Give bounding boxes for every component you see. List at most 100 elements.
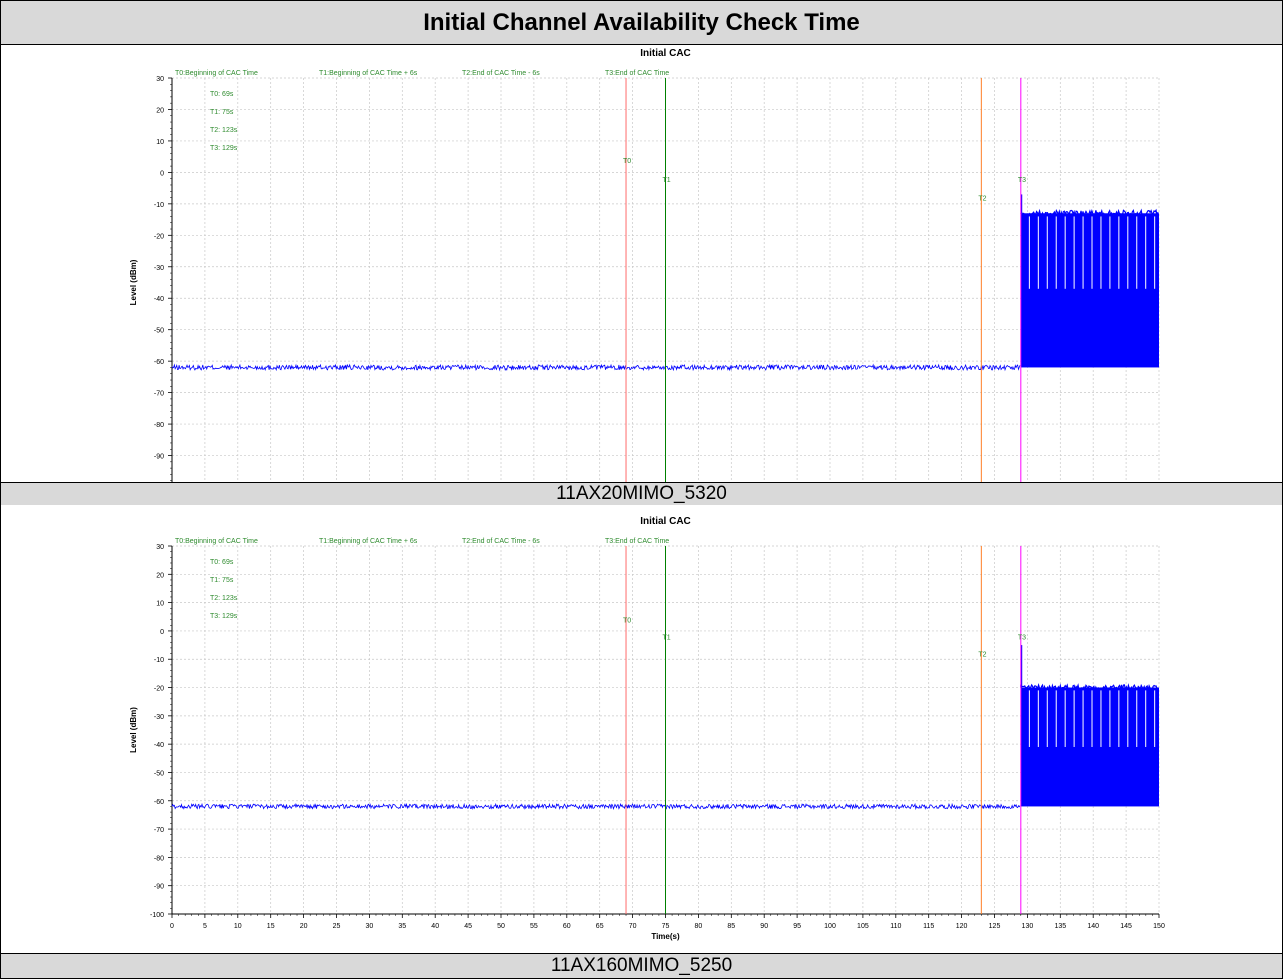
x-tick-label: 20 — [300, 923, 308, 930]
legend-header-2: T2:End of CAC Time - 6s — [462, 70, 540, 77]
x-tick-label: 65 — [596, 923, 604, 930]
noise-trace — [171, 363, 1021, 372]
y-tick-label: 20 — [156, 572, 164, 579]
legend-header-3: T3:End of CAC Time — [605, 70, 669, 77]
x-tick-label: 70 — [629, 923, 637, 930]
chart-caption-1: 11AX20MIMO_5320 — [556, 483, 727, 504]
x-tick-label: 45 — [464, 923, 472, 930]
x-tick-label: 130 — [1022, 923, 1034, 930]
x-tick-label: 85 — [727, 923, 735, 930]
page-title: Initial Channel Availability Check Time — [423, 8, 860, 36]
burst-block — [1020, 213, 1159, 368]
y-tick-label: -10 — [154, 202, 164, 209]
x-tick-label: 55 — [530, 923, 538, 930]
marker-value-1: T1: 75s — [210, 577, 234, 584]
chart-title: Initial CAC — [640, 516, 691, 527]
y-tick-label: -30 — [154, 714, 164, 721]
y-tick-label: -70 — [154, 391, 164, 398]
x-tick-label: 50 — [497, 923, 505, 930]
x-tick-label: 10 — [234, 923, 242, 930]
marker-label-t1: T1 — [663, 634, 671, 641]
marker-value-1: T1: 75s — [210, 109, 234, 116]
burst-block — [1020, 687, 1159, 807]
y-tick-label: -10 — [154, 657, 164, 664]
y-tick-label: 20 — [156, 107, 164, 114]
y-tick-label: 30 — [156, 76, 164, 83]
y-tick-label: -100 — [150, 912, 164, 919]
y-tick-label: 30 — [156, 544, 164, 551]
y-tick-label: 10 — [156, 139, 164, 146]
legend-header-3: T3:End of CAC Time — [605, 538, 669, 545]
y-tick-label: -40 — [154, 742, 164, 749]
x-tick-label: 0 — [170, 923, 174, 930]
noise-trace — [171, 802, 1021, 811]
y-axis-label: Level (dBm) — [129, 259, 138, 305]
marker-value-3: T3: 129s — [210, 145, 238, 152]
x-tick-label: 150 — [1153, 923, 1165, 930]
x-tick-label: 110 — [890, 923, 901, 930]
marker-value-0: T0: 69s — [210, 91, 234, 98]
x-tick-label: 60 — [563, 923, 571, 930]
marker-label-t0: T0 — [623, 158, 631, 165]
y-tick-label: -20 — [154, 233, 164, 240]
caption-bar-1: 11AX20MIMO_5320 — [1, 482, 1282, 506]
x-tick-label: 80 — [695, 923, 703, 930]
x-tick-label: 75 — [662, 923, 670, 930]
cac-chart-2: Initial CAC T0:Beginning of CAC Time T1:Be… — [129, 516, 1165, 941]
y-tick-label: 0 — [160, 629, 164, 636]
y-tick-label: -40 — [154, 296, 164, 303]
x-tick-label: 125 — [989, 923, 1001, 930]
y-tick-label: 0 — [160, 170, 164, 177]
x-tick-label: 95 — [793, 923, 801, 930]
y-tick-label: -80 — [154, 855, 164, 862]
x-tick-label: 90 — [760, 923, 768, 930]
legend-header-0: T0:Beginning of CAC Time — [175, 70, 258, 77]
burst-top-edge — [1020, 208, 1159, 219]
x-tick-label: 5 — [203, 923, 207, 930]
x-tick-label: 30 — [366, 923, 374, 930]
marker-value-0: T0: 69s — [210, 559, 234, 566]
marker-label-t2: T2 — [978, 651, 986, 658]
marker-value-3: T3: 129s — [210, 613, 238, 620]
x-tick-label: 140 — [1087, 923, 1099, 930]
marker-label-t3: T3 — [1018, 634, 1026, 641]
y-axis-label: Level (dBm) — [129, 707, 138, 753]
legend-header-1: T1:Beginning of CAC Time + 6s — [319, 538, 418, 545]
marker-label-t3: T3 — [1018, 177, 1026, 184]
chart-caption-2: 11AX160MIMO_5250 — [550, 955, 733, 976]
x-tick-label: 105 — [857, 923, 869, 930]
marker-label-t2: T2 — [978, 196, 986, 203]
x-tick-label: 145 — [1120, 923, 1132, 930]
chart-title: Initial CAC — [640, 48, 691, 59]
page-title-bar: Initial Channel Availability Check Time — [1, 1, 1282, 45]
y-tick-label: -50 — [154, 328, 164, 335]
y-tick-label: -70 — [154, 827, 164, 834]
marker-value-2: T2: 123s — [210, 595, 238, 602]
x-tick-label: 40 — [431, 923, 439, 930]
x-tick-label: 120 — [956, 923, 968, 930]
x-tick-label: 115 — [923, 923, 934, 930]
cac-chart-1: Initial CAC T0:Beginning of CAC Time T1:Be… — [129, 48, 1165, 514]
x-tick-label: 15 — [267, 923, 275, 930]
y-tick-label: -20 — [154, 686, 164, 693]
caption-bar-2: 11AX160MIMO_5250 — [1, 953, 1282, 979]
x-tick-label: 35 — [398, 923, 406, 930]
burst-top-edge — [1020, 683, 1159, 693]
y-tick-label: -60 — [154, 359, 164, 366]
chart-panel-1: Initial CAC T0:Beginning of CAC Time T1:Be… — [1, 45, 1282, 514]
marker-label-t0: T0 — [623, 617, 631, 624]
marker-label-t1: T1 — [663, 177, 671, 184]
legend-header-0: T0:Beginning of CAC Time — [175, 538, 258, 545]
y-tick-label: -90 — [154, 454, 164, 461]
chart-panel-2: Initial CAC T0:Beginning of CAC Time T1:Be… — [1, 505, 1282, 953]
legend-header-2: T2:End of CAC Time - 6s — [462, 538, 540, 545]
y-tick-label: -90 — [154, 884, 164, 891]
x-tick-label: 25 — [333, 923, 341, 930]
x-tick-label: 100 — [824, 923, 836, 930]
y-tick-label: -30 — [154, 265, 164, 272]
x-tick-label: 135 — [1054, 923, 1066, 930]
marker-value-2: T2: 123s — [210, 127, 238, 134]
legend-header-1: T1:Beginning of CAC Time + 6s — [319, 70, 418, 77]
y-tick-label: -60 — [154, 799, 164, 806]
